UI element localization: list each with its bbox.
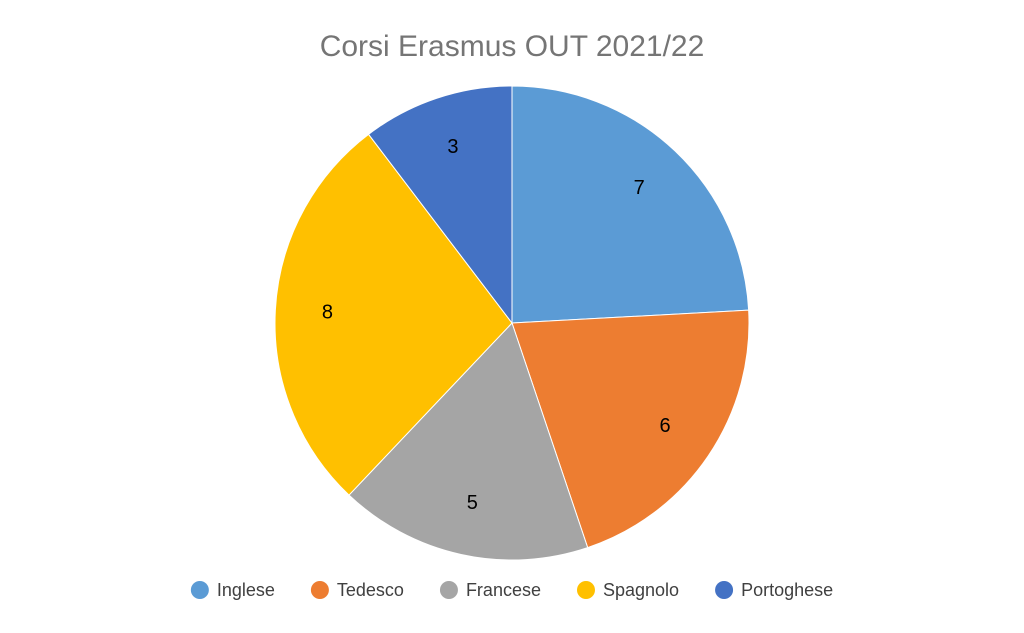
legend-label: Inglese [217, 580, 275, 600]
pie-slice [274, 133, 513, 496]
data-label: 7 [634, 177, 645, 199]
legend-marker [310, 581, 329, 599]
data-label: 8 [322, 301, 333, 323]
legend-marker [190, 581, 209, 599]
legend-marker [576, 581, 595, 599]
legend-label: Francese [466, 580, 541, 600]
pie-slice [511, 309, 750, 549]
legend-label: Tedesco [337, 580, 404, 600]
data-label: 3 [447, 136, 458, 158]
data-label: 5 [467, 492, 478, 514]
pie: 7 6 5 8 3 [274, 85, 750, 561]
legend-marker [715, 581, 734, 599]
pie-slice [348, 322, 589, 561]
legend-marker [439, 581, 458, 599]
data-label: 6 [659, 415, 670, 437]
legend: Inglese Tedesco Francese Spagnolo Portoghese [190, 580, 833, 600]
legend-label: Spagnolo [603, 580, 679, 600]
chart-title: Corsi Erasmus OUT 2021/22 [320, 30, 705, 63]
pie-slice [511, 85, 750, 324]
pie-slice [367, 85, 513, 325]
legend-label: Portoghese [741, 580, 833, 600]
